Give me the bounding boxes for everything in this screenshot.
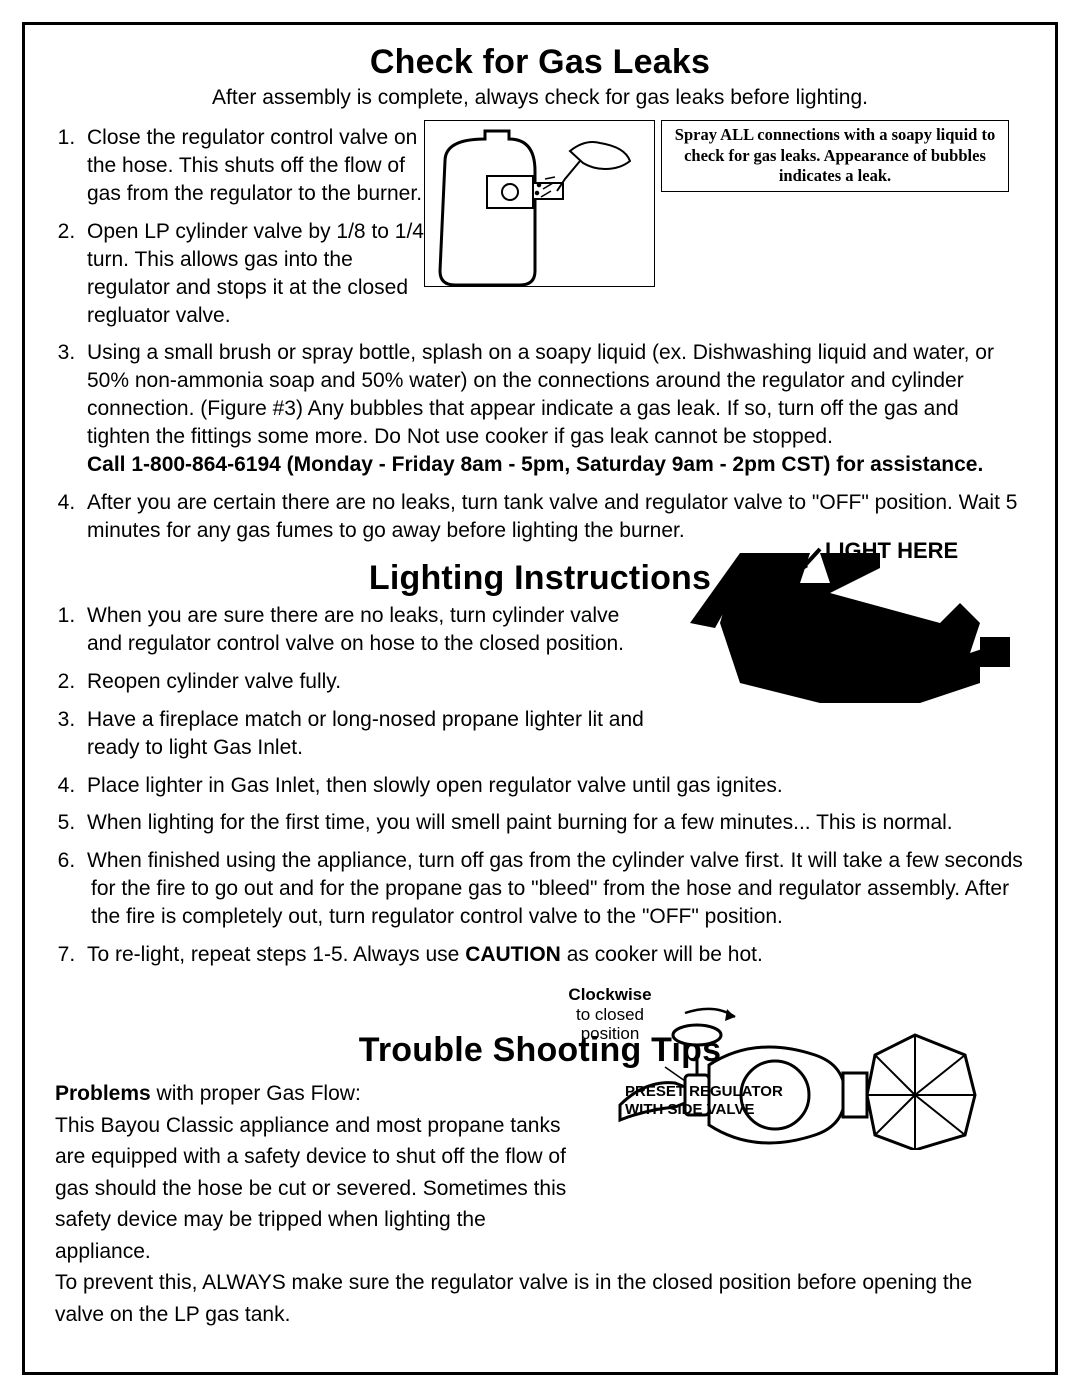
step-2-5: When lighting for the first time, you wi…: [81, 809, 1025, 837]
spray-bottle-icon: [425, 121, 656, 288]
light-here-label: LIGHT HERE: [825, 538, 958, 564]
step-2-7: To re-light, repeat steps 1-5. Always us…: [81, 941, 1025, 969]
label-clockwise: Clockwise to closed position: [555, 985, 665, 1044]
step-1-3: Using a small brush or spray bottle, spl…: [81, 339, 1025, 479]
problems-label: Problems: [55, 1082, 151, 1105]
step-2-6: When finished using the appliance, turn …: [81, 847, 1025, 931]
page: Check for Gas Leaks After assembly is co…: [0, 0, 1080, 1397]
figure-regulator-illustration: [615, 995, 1015, 1150]
step-2-4: Place lighter in Gas Inlet, then slowly …: [81, 772, 1025, 800]
document-frame: Check for Gas Leaks After assembly is co…: [22, 22, 1058, 1375]
regulator-caption: PRESET REGULATOR WITH SIDE VALVE: [625, 1083, 805, 1119]
section1-subtitle: After assembly is complete, always check…: [55, 86, 1025, 110]
section1-title: Check for Gas Leaks: [55, 43, 1025, 82]
callout-gas-leak: Spray ALL connections with a soapy liqui…: [661, 120, 1009, 192]
figure-spray-illustration: [424, 120, 655, 287]
regulator-icon: [615, 995, 1015, 1150]
assistance-phone: Call 1-800-864-6194 (Monday - Friday 8am…: [87, 453, 983, 476]
